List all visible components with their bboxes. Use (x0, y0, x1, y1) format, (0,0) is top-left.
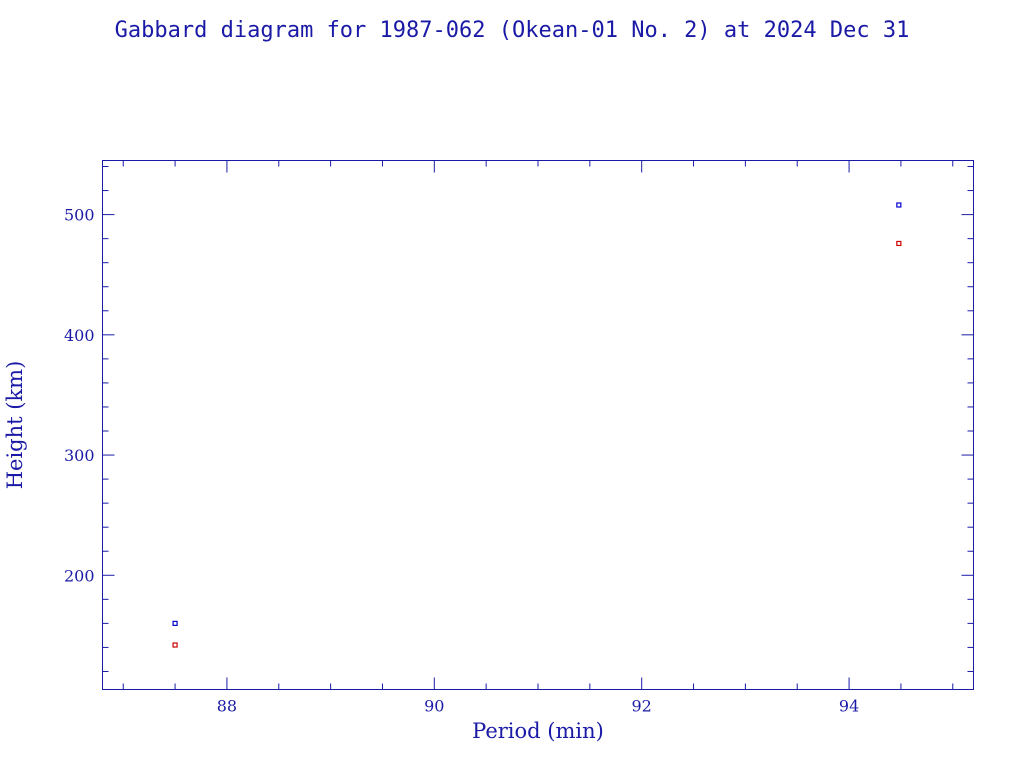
tick-labels: 88 90 92 94 200 300 400 500 (64, 206, 859, 716)
y-tick-label: 200 (64, 566, 95, 585)
x-tick-label: 92 (632, 697, 652, 716)
x-axis-label: Period (min) (472, 719, 604, 743)
x-tick-label: 94 (839, 697, 859, 716)
data-points (172, 202, 902, 648)
y-tick-label: 500 (64, 206, 95, 225)
axis-ticks (102, 160, 974, 690)
chart-title: Gabbard diagram for 1987-062 (Okean-01 N… (115, 18, 910, 43)
y-axis-label: Height (km) (3, 361, 27, 490)
data-point (896, 202, 902, 208)
data-point (172, 642, 178, 648)
data-point (896, 240, 902, 247)
x-tick-label: 90 (424, 697, 444, 716)
y-tick-label: 400 (64, 326, 95, 345)
data-point (172, 620, 178, 626)
x-tick-label: 88 (217, 697, 237, 716)
y-tick-label: 300 (64, 446, 95, 465)
plot-frame (102, 160, 974, 690)
